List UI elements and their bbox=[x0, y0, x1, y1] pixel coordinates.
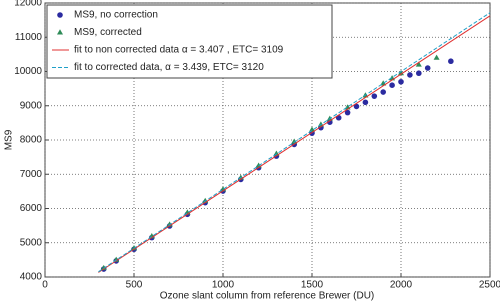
y-tick-label: 7000 bbox=[20, 169, 43, 180]
y-tick-label: 12000 bbox=[14, 0, 42, 9]
y-tick-label: 10000 bbox=[14, 66, 42, 77]
data-point bbox=[380, 89, 387, 95]
y-axis-label: MS9 bbox=[4, 129, 15, 150]
data-point bbox=[416, 70, 422, 77]
data-point bbox=[433, 54, 440, 60]
y-tick-label: 9000 bbox=[20, 100, 43, 111]
data-point bbox=[100, 264, 107, 271]
x-tick-label: 0 bbox=[42, 280, 48, 291]
data-point bbox=[448, 58, 454, 65]
y-tick-label: 4000 bbox=[20, 272, 43, 283]
data-point bbox=[371, 93, 378, 99]
data-point bbox=[353, 103, 360, 110]
data-point bbox=[344, 109, 351, 116]
data-point bbox=[362, 99, 369, 106]
x-axis-label: Ozone slant column from reference Brewer… bbox=[160, 291, 375, 302]
data-point bbox=[398, 70, 404, 76]
x-tick-label: 500 bbox=[126, 280, 143, 291]
x-tick-label: 1500 bbox=[301, 280, 324, 291]
data-point bbox=[407, 72, 413, 78]
data-point bbox=[327, 119, 333, 125]
data-point bbox=[291, 138, 298, 144]
legend-label: MS9, corrected bbox=[74, 27, 142, 38]
data-point bbox=[415, 61, 422, 67]
legend-swatch bbox=[57, 29, 63, 35]
data-point bbox=[398, 78, 404, 85]
fit-line bbox=[98, 12, 491, 273]
y-tick-label: 5000 bbox=[20, 237, 43, 248]
data-point bbox=[309, 126, 315, 132]
data-point bbox=[424, 65, 431, 71]
legend-label: MS9, no correction bbox=[74, 10, 158, 21]
fit-line bbox=[98, 15, 491, 273]
legend-swatch bbox=[57, 12, 63, 18]
data-point bbox=[131, 245, 137, 251]
x-tick-label: 2500 bbox=[479, 280, 500, 291]
y-tick-label: 6000 bbox=[20, 203, 43, 214]
data-point bbox=[389, 82, 395, 88]
legend-label: fit to non corrected data α = 3.407 , ET… bbox=[74, 45, 284, 56]
y-tick-label: 8000 bbox=[20, 135, 43, 146]
x-tick-label: 2000 bbox=[390, 280, 413, 291]
legend-box bbox=[46, 4, 333, 79]
legend-label: fit to corrected data, α = 3.439, ETC= 3… bbox=[74, 62, 264, 73]
y-tick-label: 11000 bbox=[15, 32, 43, 43]
x-tick-label: 1000 bbox=[212, 280, 235, 291]
